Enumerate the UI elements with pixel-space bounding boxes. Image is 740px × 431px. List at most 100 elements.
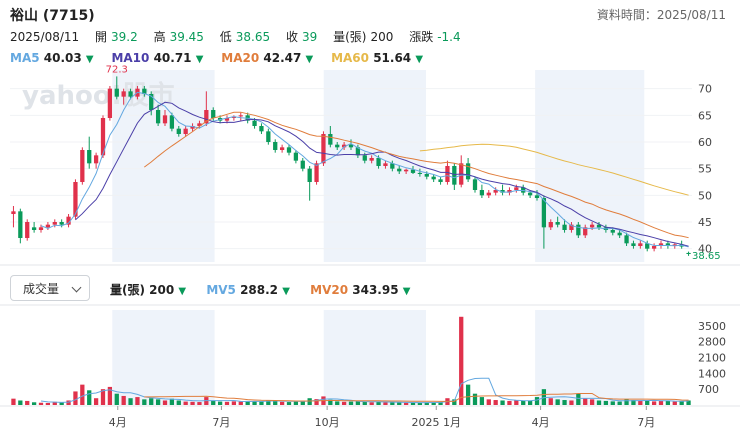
volume-bar bbox=[527, 400, 533, 405]
volume-tick-label: 3500 bbox=[698, 320, 726, 333]
candle-body bbox=[362, 155, 367, 161]
candle-body bbox=[231, 116, 237, 118]
volume-tick-label: 700 bbox=[698, 383, 719, 396]
volume-value: 200 bbox=[370, 30, 394, 44]
volume-bar bbox=[114, 393, 119, 405]
candle-body bbox=[424, 174, 429, 177]
candle-body bbox=[18, 211, 23, 238]
volume-bar bbox=[665, 400, 671, 405]
volume-bar bbox=[93, 398, 99, 405]
volume-bar bbox=[390, 402, 395, 405]
ma60-legend: MA60 51.64 ▼ bbox=[331, 51, 423, 65]
candle-body bbox=[431, 176, 436, 180]
time-tick-label: 2025 1月 bbox=[412, 416, 462, 429]
volume-bar bbox=[679, 401, 684, 405]
volume-bar bbox=[452, 399, 457, 405]
volume-bar bbox=[231, 401, 237, 405]
ma5-label: MA5 bbox=[10, 51, 40, 65]
candle-body bbox=[66, 216, 71, 225]
volume-bar bbox=[355, 401, 361, 405]
volume-legend: 量(張) 200 ▼ MV5 288.2 ▼ MV20 343.95 ▼ bbox=[110, 281, 426, 298]
candle-body bbox=[369, 158, 374, 161]
volume-bar bbox=[596, 400, 602, 405]
volume-bar bbox=[45, 402, 51, 405]
price-tick-label: 60 bbox=[698, 136, 712, 149]
last-price-annotation: 38.65 bbox=[692, 251, 721, 262]
volume-bar bbox=[672, 401, 677, 405]
candle-body bbox=[114, 88, 119, 97]
volume-bar bbox=[183, 401, 188, 405]
candle-body bbox=[355, 147, 361, 156]
volume-bar bbox=[100, 389, 106, 405]
volume-bar bbox=[314, 399, 319, 405]
candle-body bbox=[486, 192, 491, 196]
mv5-label: MV5 bbox=[206, 283, 236, 297]
volume-bar bbox=[493, 400, 498, 405]
volume-bar bbox=[638, 400, 643, 405]
candle-body bbox=[596, 224, 602, 228]
volume-bar bbox=[259, 401, 264, 405]
volume-bar bbox=[403, 402, 409, 405]
ma10-label: MA10 bbox=[111, 51, 150, 65]
volume-bar bbox=[369, 402, 374, 405]
candle-body bbox=[121, 91, 126, 97]
mv20-line bbox=[144, 393, 689, 402]
volume-bar bbox=[335, 401, 340, 405]
candle-body bbox=[238, 115, 243, 117]
volume-bar bbox=[651, 401, 657, 405]
candle-body bbox=[562, 224, 567, 230]
ma5-legend: MA5 40.03 ▼ bbox=[10, 51, 94, 65]
candle-body bbox=[314, 163, 319, 182]
candle-body bbox=[31, 227, 37, 230]
volume-bar bbox=[149, 398, 154, 405]
indicator-select-label: 成交量 bbox=[23, 282, 60, 296]
time-tick-label: 10月 bbox=[315, 416, 340, 429]
volume-bar bbox=[80, 384, 85, 405]
candle-body bbox=[341, 144, 347, 148]
volume-bar bbox=[562, 400, 567, 405]
volume-bar bbox=[362, 401, 367, 405]
ma10-legend: MA10 40.71 ▼ bbox=[111, 51, 203, 65]
volume-bar bbox=[211, 400, 216, 405]
candle-body bbox=[645, 243, 650, 249]
volume-bar bbox=[631, 400, 636, 405]
candle-body bbox=[279, 147, 285, 150]
candle-body bbox=[617, 232, 622, 236]
volume-bar bbox=[410, 402, 416, 405]
vol-down-icon: ▼ bbox=[178, 286, 187, 297]
ma60-label: MA60 bbox=[331, 51, 370, 65]
volume-bar bbox=[341, 401, 347, 405]
volume-bar bbox=[438, 402, 443, 405]
ma20-line bbox=[144, 111, 689, 239]
ma20-legend: MA20 42.47 ▼ bbox=[221, 51, 313, 65]
candle-body bbox=[548, 222, 553, 228]
candle-body bbox=[142, 88, 147, 94]
candle-body bbox=[472, 179, 478, 190]
volume-bar bbox=[38, 402, 44, 405]
volume-bar bbox=[617, 401, 622, 405]
volume-bar bbox=[121, 395, 126, 405]
volume-bar bbox=[328, 399, 333, 405]
candle-body bbox=[452, 166, 457, 185]
annotations: 72.3 38.65 bbox=[106, 64, 721, 262]
vol-label: 量(張) bbox=[110, 283, 145, 297]
volume-bar bbox=[31, 402, 37, 405]
volume-bar bbox=[197, 402, 202, 405]
volume-bar bbox=[431, 402, 436, 405]
volume-bar bbox=[273, 400, 278, 405]
candle-body bbox=[638, 243, 643, 246]
candle-body bbox=[197, 123, 202, 126]
indicator-select[interactable]: 成交量 bbox=[10, 275, 90, 301]
volume-bar bbox=[459, 316, 464, 405]
volume-bar bbox=[238, 401, 243, 405]
volume-band-2 bbox=[535, 310, 645, 405]
mv5-legend: MV5 288.2 ▼ bbox=[206, 283, 290, 297]
price-band-2 bbox=[535, 70, 645, 262]
candle-body bbox=[204, 110, 209, 124]
volume-axis: 3500 2800 2100 1400 700 bbox=[698, 320, 726, 396]
low-label: 低 bbox=[219, 30, 232, 44]
volume-bar bbox=[128, 398, 133, 405]
candle-body bbox=[417, 172, 423, 174]
candle-body bbox=[300, 160, 305, 169]
